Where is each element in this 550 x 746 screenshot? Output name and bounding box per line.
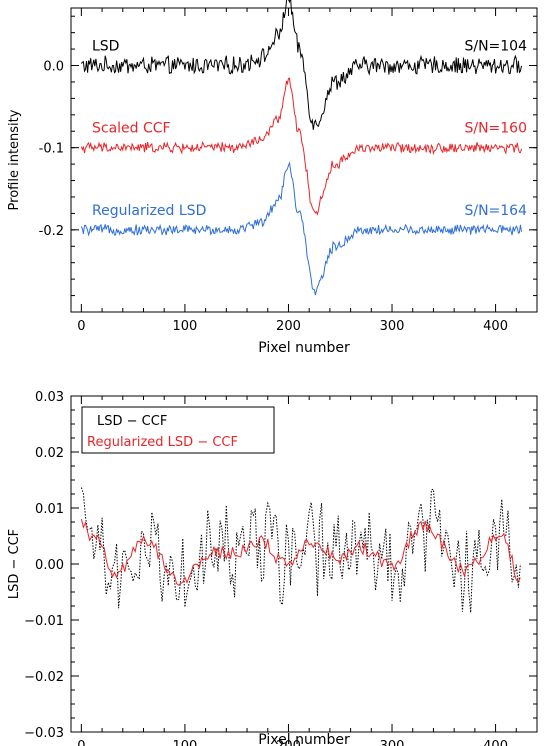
residual-y-tick-label: −0.03: [24, 726, 64, 741]
residual-x-tick-label: 300: [380, 739, 405, 746]
residual-series-line-0: [80, 487, 521, 613]
series-snr-label: S/N=164: [464, 203, 527, 219]
residual-legend: LSD − CCF Regularized LSD − CCF: [81, 406, 275, 454]
residual-series: [80, 487, 521, 613]
residual-y-tick-label: −0.02: [24, 670, 64, 685]
residual-x-axis-label: Pixel number: [258, 732, 350, 746]
legend-box: [81, 406, 275, 454]
profile-plot-frame: [70, 7, 538, 313]
residual-ticks: 0 100 200 300 400 −0.03 −0.02 −0.01 0.00 0.01 0.02…: [24, 390, 537, 746]
profile-x-tick-label: 0: [77, 319, 85, 334]
profile-series-line-2: [80, 161, 522, 296]
profile-x-tick-label: 100: [172, 319, 197, 334]
profile-panel: 0 100 200 300 400 0.0 -0.1 -0.2 LSD S/N=104 Scale…: [7, 0, 538, 356]
legend-label-regularized-lsd-ccf: Regularized LSD − CCF: [87, 435, 238, 450]
series-name-label: LSD: [92, 39, 119, 55]
residual-panel: 0 100 200 300 400 −0.03 −0.02 −0.01 0.00 0.01 0.02…: [7, 390, 538, 746]
residual-y-tick-label: 0.01: [35, 502, 64, 517]
profile-series: [80, 0, 522, 296]
legend-label-lsd-ccf: LSD − CCF: [97, 414, 167, 429]
residual-y-axis-label: LSD − CCF: [7, 529, 22, 599]
series-snr-label: S/N=160: [464, 121, 527, 137]
residual-y-tick-label: −0.01: [24, 614, 64, 629]
profile-y-tick-label: 0.0: [43, 60, 64, 75]
profile-x-tick-label: 200: [276, 319, 301, 334]
residual-x-tick-label: 100: [172, 739, 197, 746]
profile-series-line-0: [81, 0, 522, 130]
series-name-label: Scaled CCF: [92, 121, 171, 137]
profile-series-line-1: [80, 77, 522, 216]
profile-y-tick-label: -0.1: [39, 142, 64, 157]
residual-series-line-1: [80, 518, 521, 586]
profile-x-tick-label: 300: [380, 319, 405, 334]
residual-x-tick-label: 400: [483, 739, 508, 746]
residual-y-tick-label: 0.03: [35, 390, 64, 405]
profile-ticks: 0 100 200 300 400 0.0 -0.1 -0.2: [39, 8, 537, 334]
profile-x-tick-label: 400: [483, 319, 508, 334]
profile-y-axis-label: Profile intensity: [7, 109, 22, 210]
residual-x-tick-label: 0: [77, 739, 85, 746]
series-snr-label: S/N=104: [464, 39, 527, 55]
profile-y-tick-label: -0.2: [39, 224, 64, 239]
residual-y-tick-label: 0.00: [35, 558, 64, 573]
profile-x-axis-label: Pixel number: [258, 340, 350, 356]
series-name-label: Regularized LSD: [92, 203, 206, 219]
residual-y-tick-label: 0.02: [35, 446, 64, 461]
profile-series-labels: LSD S/N=104 Scaled CCF S/N=160 Regularized L…: [92, 39, 527, 219]
residual-x-tick-label: 200: [276, 739, 301, 746]
